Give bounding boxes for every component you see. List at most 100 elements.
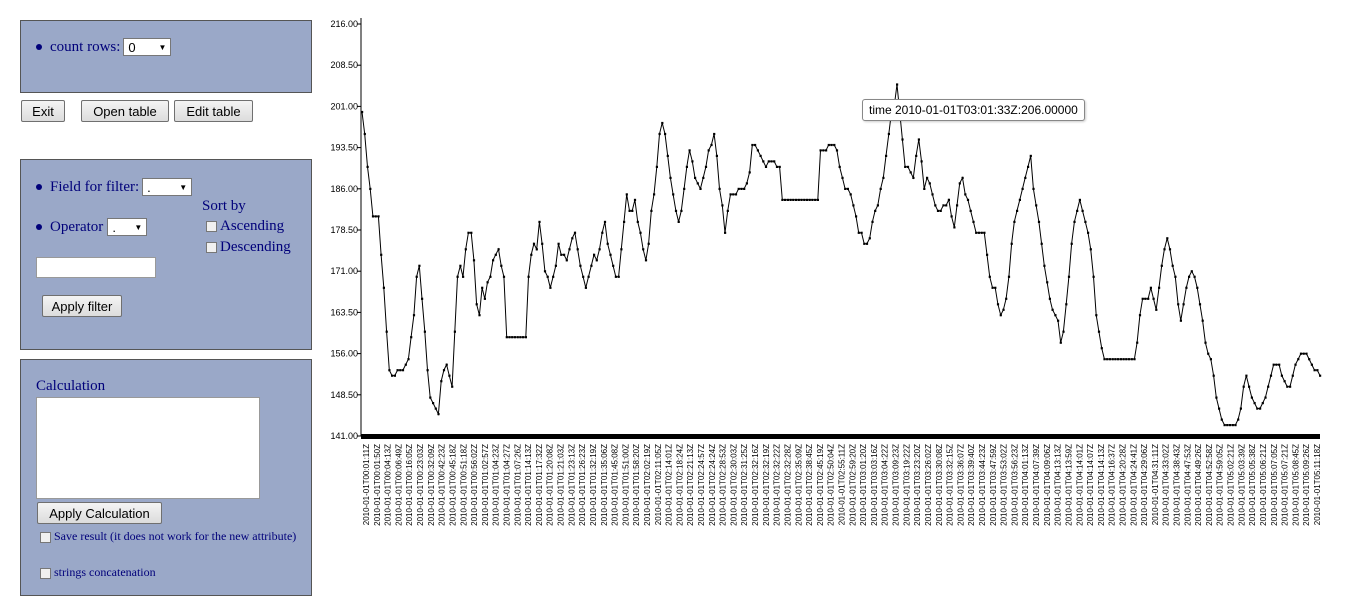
- data-point: [672, 193, 675, 196]
- data-point: [614, 275, 617, 278]
- strings-concat-checkbox[interactable]: [40, 567, 51, 579]
- data-point: [633, 198, 637, 201]
- data-point: [1239, 407, 1242, 410]
- count-rows-label: count rows:: [50, 38, 121, 55]
- filter-value-input[interactable]: [36, 257, 156, 278]
- x-tick-label: 2010-01-01T05:07:05Z: [1270, 444, 1279, 526]
- data-point: [1005, 297, 1008, 300]
- count-rows-select[interactable]: 0 ▼: [123, 38, 172, 56]
- x-tick-label: 2010-01-01T02:32:19Z: [762, 444, 771, 526]
- save-result-option[interactable]: Save result (it does not work for the ne…: [37, 529, 302, 544]
- strings-concat-option[interactable]: strings concatenation: [40, 565, 156, 580]
- data-point: [1111, 358, 1114, 361]
- data-point: [865, 242, 869, 245]
- data-point: [1141, 297, 1144, 300]
- x-tick-label: 2010-01-01T04:52:58Z: [1205, 444, 1214, 526]
- data-point: [882, 176, 885, 179]
- data-point: [1119, 358, 1122, 361]
- data-point: [391, 374, 394, 377]
- descending-checkbox[interactable]: [206, 242, 217, 254]
- data-point: [822, 149, 825, 152]
- data-point: [1267, 385, 1270, 388]
- apply-filter-button[interactable]: Apply filter: [42, 295, 122, 317]
- sort-ascending[interactable]: Ascending: [206, 218, 284, 235]
- data-point: [560, 253, 563, 256]
- x-tick-label: 2010-01-01T00:16:05Z: [405, 444, 414, 526]
- data-point: [808, 198, 811, 201]
- data-point: [726, 209, 729, 212]
- data-point: [1076, 209, 1079, 212]
- data-point: [1133, 358, 1136, 361]
- x-tick-label: 2010-01-01T02:55:11Z: [838, 444, 847, 525]
- data-point: [885, 154, 888, 157]
- data-point: [1073, 220, 1076, 223]
- x-tick-label: 2010-01-01T01:07:26Z: [513, 444, 522, 526]
- operator-select[interactable]: . ▼: [107, 218, 148, 236]
- filter-panel: Field for filter: . ▼ Operator . ▼ Sort …: [20, 159, 312, 350]
- calculation-textarea[interactable]: [36, 397, 260, 499]
- x-tick-label: 2010-01-01T03:39:40Z: [967, 444, 976, 526]
- x-tick-label: 2010-01-01T01:23:13Z: [567, 444, 576, 526]
- data-point: [936, 209, 940, 212]
- data-point: [1078, 198, 1081, 201]
- data-point: [841, 176, 844, 179]
- data-point: [1057, 319, 1060, 322]
- data-point: [437, 413, 440, 416]
- x-tick-label: 2010-01-01T04:13:59Z: [1064, 444, 1073, 526]
- data-point: [792, 198, 795, 201]
- exit-button[interactable]: Exit: [21, 100, 65, 122]
- data-point: [805, 198, 809, 201]
- data-point: [1190, 270, 1193, 273]
- data-point: [732, 193, 735, 196]
- x-tick-label: 2010-01-01T04:13:13Z: [1054, 444, 1063, 526]
- data-point: [1237, 418, 1240, 421]
- data-point: [1289, 385, 1292, 388]
- data-point: [1294, 363, 1297, 366]
- data-point: [486, 281, 489, 284]
- data-point: [704, 165, 708, 168]
- data-point: [549, 286, 552, 289]
- data-point: [748, 171, 751, 174]
- data-point: [1313, 369, 1316, 372]
- data-point: [923, 187, 926, 190]
- data-point: [1147, 297, 1150, 300]
- data-point: [906, 165, 910, 168]
- data-point: [404, 363, 407, 366]
- data-point: [631, 209, 634, 212]
- bullet-icon: [36, 224, 42, 230]
- x-tick-label: 2010-01-01T02:28:53Z: [719, 444, 728, 526]
- data-point: [674, 209, 678, 212]
- data-point: [1114, 358, 1117, 361]
- data-point: [953, 226, 956, 229]
- x-tick-label: 2010-01-01T03:01:20Z: [859, 444, 868, 526]
- data-point: [751, 143, 754, 147]
- x-tick-label: 2010-01-01T04:01:13Z: [1021, 444, 1030, 526]
- data-point: [835, 149, 839, 152]
- x-tick-label: 2010-01-01T04:14:07Z: [1086, 444, 1095, 526]
- data-point: [1198, 303, 1202, 306]
- data-point: [920, 160, 923, 163]
- y-tick-label: 186.00: [330, 184, 358, 194]
- y-tick-label: 193.50: [330, 143, 358, 153]
- data-point: [565, 259, 568, 262]
- data-point: [942, 204, 945, 207]
- x-tick-label: 2010-01-01T03:53:02Z: [1000, 444, 1009, 526]
- data-point: [382, 286, 385, 289]
- data-point: [442, 369, 446, 372]
- data-point: [1029, 154, 1032, 157]
- apply-calculation-button[interactable]: Apply Calculation: [37, 502, 162, 524]
- field-filter-select[interactable]: . ▼: [142, 178, 193, 196]
- sort-descending[interactable]: Descending: [206, 239, 291, 256]
- ascending-checkbox[interactable]: [206, 221, 217, 233]
- data-point: [683, 187, 686, 190]
- data-point: [1218, 407, 1221, 410]
- x-tick-label: 2010-01-01T02:32:28Z: [784, 444, 793, 526]
- edit-table-button[interactable]: Edit table: [174, 100, 253, 122]
- open-table-button[interactable]: Open table: [81, 100, 169, 122]
- data-point: [669, 176, 672, 179]
- data-point: [1059, 341, 1062, 344]
- x-tick-label: 2010-01-01T02:32:22Z: [773, 444, 782, 526]
- save-result-checkbox[interactable]: [40, 531, 51, 543]
- ascending-label: Ascending: [220, 218, 285, 234]
- data-point: [1089, 248, 1092, 251]
